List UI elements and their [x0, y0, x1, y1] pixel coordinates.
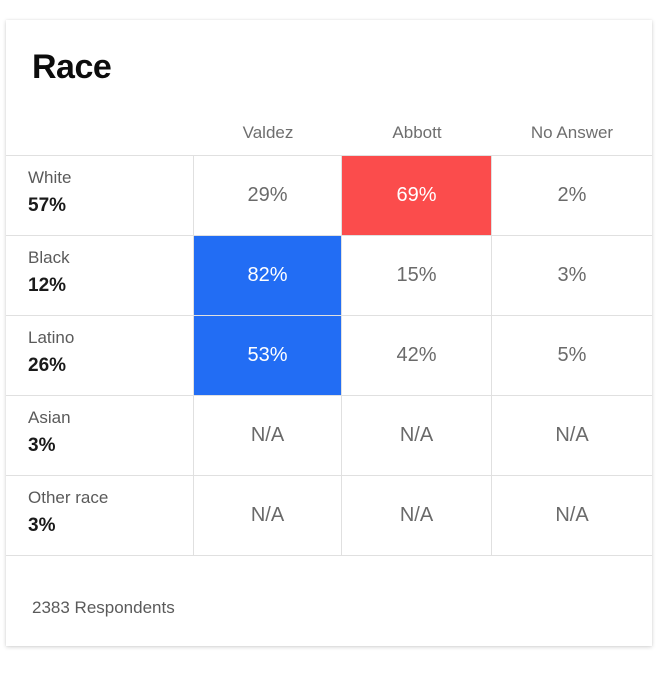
cell-abbott: 15% [342, 236, 492, 315]
row-label-share: 57% [28, 195, 67, 216]
cell-valdez: 29% [194, 156, 342, 235]
row-label-name: Black [28, 248, 70, 267]
row-label: Asian 3% [6, 396, 194, 475]
row-label-share: 3% [28, 435, 56, 456]
row-label-share: 26% [28, 355, 67, 376]
row-label-share: 12% [28, 275, 67, 296]
table-row: Other race 3% N/A N/A N/A [6, 476, 652, 556]
row-label-name: Other race [28, 488, 109, 507]
cell-no-answer: N/A [555, 424, 589, 446]
cell-no-answer: N/A [555, 504, 589, 526]
respondents-count: 2383 Respondents [32, 598, 175, 617]
row-label-name: White [28, 168, 72, 187]
cell-abbott: 42% [342, 316, 492, 395]
cell-abbott: N/A [342, 476, 492, 555]
cell-abbott: 69% [342, 156, 492, 235]
cell-no-answer: 5% [557, 344, 587, 366]
column-header-valdez: Valdez [242, 123, 294, 142]
results-table: White 57% 29% 69% 2% Black 12% 82% 15% 3… [6, 155, 652, 556]
cell-no-answer: 3% [557, 264, 587, 286]
table-row: White 57% 29% 69% 2% [6, 156, 652, 236]
table-row: Latino 26% 53% 42% 5% [6, 316, 652, 396]
cell-valdez: N/A [194, 476, 342, 555]
row-label: White 57% [6, 156, 194, 235]
row-label-name: Asian [28, 408, 71, 427]
table-row: Black 12% 82% 15% 3% [6, 236, 652, 316]
row-label-share: 3% [28, 515, 56, 536]
column-header-abbott: Abbott [392, 123, 442, 142]
row-label: Other race 3% [6, 476, 194, 555]
row-label: Latino 26% [6, 316, 194, 395]
table-row: Asian 3% N/A N/A N/A [6, 396, 652, 476]
row-label: Black 12% [6, 236, 194, 315]
cell-valdez: 82% [194, 236, 342, 315]
card-title: Race [32, 48, 112, 86]
exit-poll-card: Race Valdez Abbott No Answer White 57% 2… [6, 20, 652, 646]
column-header-no-answer: No Answer [530, 123, 614, 142]
cell-abbott: N/A [342, 396, 492, 475]
cell-valdez: 53% [194, 316, 342, 395]
cell-valdez: N/A [194, 396, 342, 475]
cell-no-answer: 2% [557, 184, 587, 206]
row-label-name: Latino [28, 328, 75, 347]
